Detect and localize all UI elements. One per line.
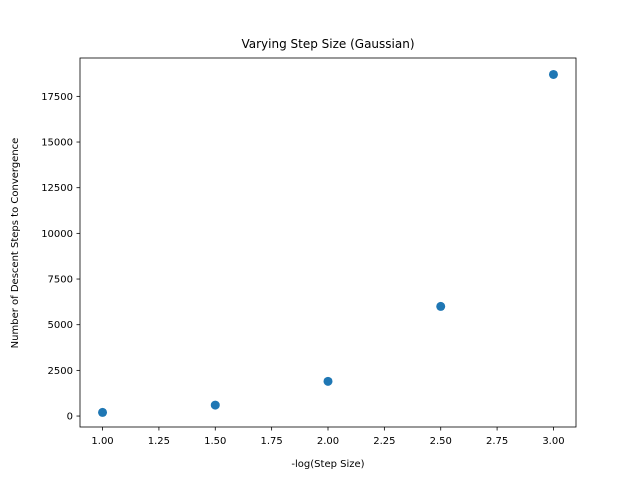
data-point xyxy=(210,400,220,410)
x-tick-label: 1.00 xyxy=(91,436,113,447)
y-tick-label: 5000 xyxy=(48,320,73,331)
y-tick-label: 12500 xyxy=(41,183,73,194)
data-point xyxy=(323,376,333,386)
x-tick-label: 2.25 xyxy=(373,436,395,447)
y-axis-label: Number of Descent Steps to Convergence xyxy=(10,138,21,349)
x-tick-label: 2.75 xyxy=(486,436,508,447)
y-tick-label: 2500 xyxy=(48,366,73,377)
data-point xyxy=(98,407,108,417)
chart-title: Varying Step Size (Gaussian) xyxy=(241,37,414,51)
x-tick-label: 1.50 xyxy=(204,436,226,447)
y-tick-label: 15000 xyxy=(41,138,73,149)
y-tick-label: 0 xyxy=(67,412,73,423)
data-points xyxy=(98,69,558,417)
y-tick-label: 17500 xyxy=(41,92,73,103)
x-tick-label: 1.75 xyxy=(261,436,283,447)
x-axis-label: -log(Step Size) xyxy=(291,459,364,470)
x-tick-label: 3.00 xyxy=(542,436,564,447)
plot-frame xyxy=(79,57,577,428)
data-point xyxy=(548,69,558,79)
y-axis-ticks: 0 2500 5000 7500 10000 12500 15000 17500 xyxy=(41,92,80,423)
y-tick-label: 10000 xyxy=(41,229,73,240)
x-tick-label: 2.50 xyxy=(430,436,452,447)
y-tick-label: 7500 xyxy=(48,275,73,286)
x-tick-label: 1.25 xyxy=(148,436,170,447)
x-tick-label: 2.00 xyxy=(317,436,339,447)
x-axis-ticks: 1.00 1.25 1.50 1.75 2.00 2.25 2.50 2.75 3.00 xyxy=(91,427,565,447)
data-point xyxy=(436,301,446,311)
